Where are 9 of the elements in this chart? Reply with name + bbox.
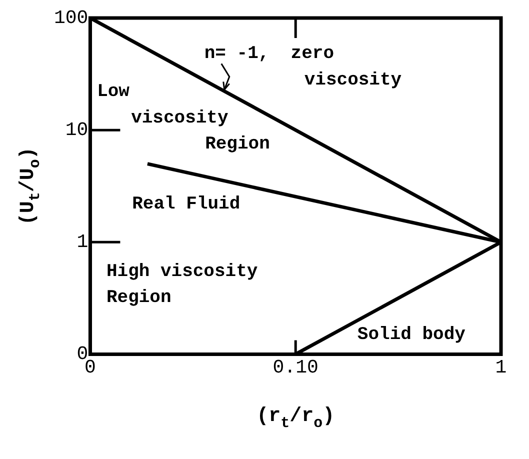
x-tick-label: 1 xyxy=(495,356,507,379)
y-tick-label: 10 xyxy=(65,119,88,142)
series-label: Real Fluid xyxy=(132,194,240,214)
x-tick-label: 0.10 xyxy=(272,356,318,379)
series-label: Solid body xyxy=(357,324,466,345)
y-tick-label: 1 xyxy=(76,231,88,254)
annotation: High viscosity Region xyxy=(106,262,258,308)
y-tick-label: 100 xyxy=(54,7,88,30)
y-axis-title: (Ut/Uo) xyxy=(17,147,44,226)
